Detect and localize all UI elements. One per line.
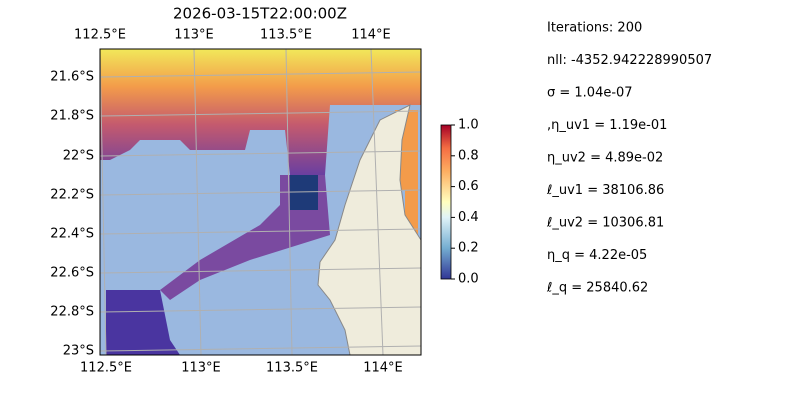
- lon-label: 113.5°E: [266, 361, 318, 376]
- lat-label: 21.8°S: [50, 109, 94, 124]
- grid-line: [100, 228, 421, 235]
- colorbar-tick-label: 0.2: [458, 241, 479, 256]
- annotation: σ = 1.04e-07: [547, 86, 633, 101]
- grid-line: [100, 345, 421, 352]
- lat-label: 22.6°S: [50, 266, 94, 281]
- lon-label: 113.5°E: [260, 28, 312, 43]
- grid-line: [370, 49, 384, 355]
- lon-label: 113°E: [181, 361, 221, 376]
- grid-line: [100, 71, 421, 78]
- colorbar: [440, 124, 452, 280]
- grid-line: [100, 110, 421, 117]
- lon-label: 114°E: [351, 28, 391, 43]
- lon-label: 114°E: [363, 361, 403, 376]
- grid-line: [100, 49, 107, 355]
- lat-label: 22.8°S: [50, 305, 94, 320]
- colorbar-tick-label: 0.8: [458, 148, 479, 163]
- grid-line: [100, 150, 421, 157]
- annotation: nll: -4352.942228990507: [547, 53, 712, 68]
- title: 2026-03-15T22:00:00Z: [173, 5, 347, 23]
- annotation: Iterations: 200: [547, 21, 642, 36]
- heat-region: [290, 175, 318, 210]
- heat-region: [100, 49, 421, 175]
- lat-label: 23°S: [63, 344, 94, 359]
- lon-label: 112.5°E: [80, 361, 132, 376]
- lon-label: 113°E: [174, 28, 214, 43]
- colorbar-tick-label: 1.0: [458, 118, 479, 133]
- lon-label: 112.5°E: [74, 28, 126, 43]
- colorbar-tick-label: 0.4: [458, 210, 479, 225]
- annotation: ℓ_q = 25840.62: [546, 281, 648, 296]
- annotation: ,η_uv1 = 1.19e-01: [547, 118, 667, 133]
- lat-label: 22.4°S: [50, 227, 94, 242]
- heat-region: [106, 290, 180, 355]
- annotation: ℓ_uv1 = 38106.86: [546, 183, 664, 198]
- map: [100, 49, 421, 355]
- grid-line: [100, 189, 421, 196]
- lat-label: 21.6°S: [50, 70, 94, 85]
- grid-line: [193, 49, 202, 355]
- annotation: η_uv2 = 4.89e-02: [547, 151, 663, 166]
- lat-label: 22°S: [63, 149, 94, 164]
- colorbar-tick-label: 0.6: [458, 179, 479, 194]
- colorbar-tick-label: 0.0: [458, 272, 479, 287]
- annotation: ℓ_uv2 = 10306.81: [546, 216, 664, 231]
- heat-region: [160, 175, 330, 300]
- map-frame: [99, 48, 422, 356]
- grid-line: [100, 267, 421, 274]
- grid-line: [285, 49, 293, 355]
- annotation: η_q = 4.22e-05: [547, 248, 647, 263]
- grid-line: [100, 306, 421, 313]
- lat-label: 22.2°S: [50, 188, 94, 203]
